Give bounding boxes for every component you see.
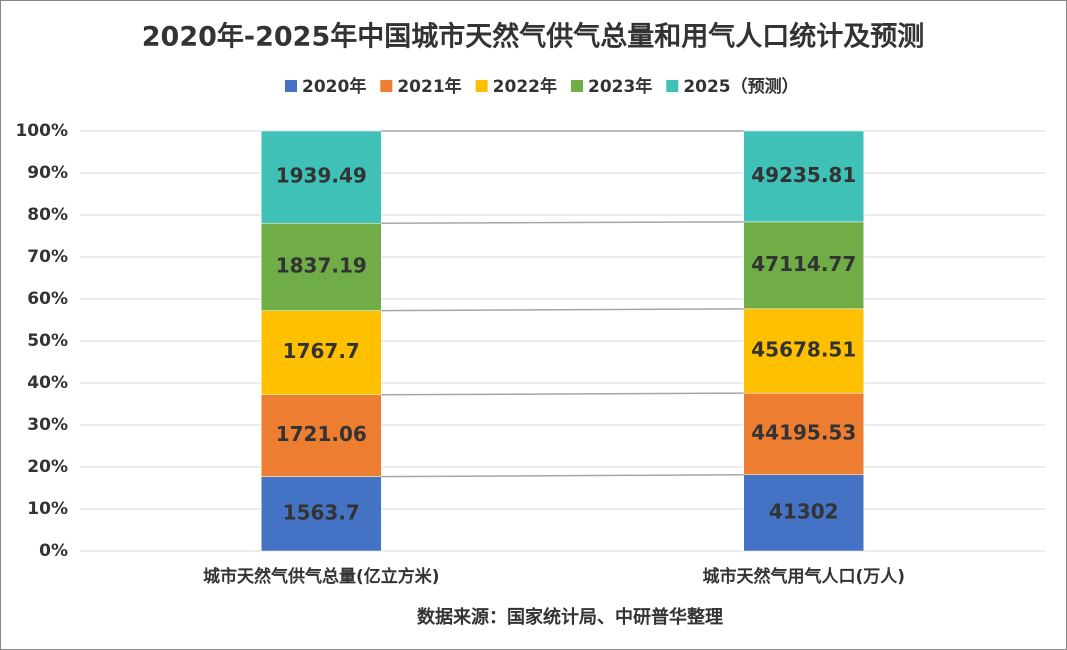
legend-swatch (666, 80, 679, 92)
x-tick-label: 城市天然气供气总量(亿立方米) (203, 566, 440, 587)
bar-segment (261, 223, 382, 311)
legend-label: 2025（预测） (683, 76, 798, 97)
series-connector (381, 392, 744, 396)
data-label: 41302 (769, 499, 839, 523)
y-tick-label: 70% (27, 247, 68, 267)
y-tick-label: 90% (27, 163, 68, 183)
data-label: 1837.19 (276, 253, 367, 277)
data-label: 1721.06 (276, 422, 367, 446)
bar-segment (743, 221, 864, 310)
data-label: 1767.7 (283, 339, 360, 363)
source-note: 数据来源：国家统计局、中研普华整理 (417, 606, 723, 628)
bar-segment (743, 474, 864, 552)
y-tick-label: 40% (27, 373, 68, 393)
legend-swatch (475, 80, 488, 92)
y-tick-label: 50% (27, 331, 68, 351)
data-label: 1939.49 (276, 164, 367, 188)
bar-segment (743, 308, 864, 394)
legend-label: 2022年 (493, 76, 557, 97)
legend-swatch (380, 80, 393, 92)
bar-segment (261, 130, 382, 224)
y-tick-label: 0% (39, 541, 68, 561)
legend-swatch (570, 80, 583, 92)
bar-segment (261, 310, 382, 395)
legend: 2020年 2021年 2022年 2023年 2025（预测） (285, 76, 799, 97)
y-tick-label: 80% (27, 205, 68, 225)
legend-label: 2020年 (302, 76, 366, 97)
bar-segment (743, 392, 864, 476)
y-tick-label: 60% (27, 289, 68, 309)
series-connector (381, 308, 744, 312)
data-label: 44195.53 (751, 420, 856, 444)
y-tick-label: 100% (15, 121, 68, 141)
y-tick-label: 30% (27, 415, 68, 435)
chart-title: 2020年-2025年中国城市天然气供气总量和用气人口统计及预测 (142, 21, 925, 53)
y-tick-label: 20% (27, 457, 68, 477)
bar-segment (261, 394, 382, 477)
legend-label: 2023年 (588, 76, 652, 97)
bar-segment (743, 130, 864, 223)
y-tick-label: 10% (27, 499, 68, 519)
data-label: 1563.7 (283, 500, 360, 524)
bar-segment (261, 476, 382, 552)
legend-label: 2021年 (397, 76, 461, 97)
legend-swatch (285, 80, 297, 92)
data-label: 45678.51 (751, 338, 856, 362)
series-connector (381, 474, 744, 478)
data-label: 49235.81 (751, 163, 856, 187)
series-connector (381, 221, 744, 225)
data-label: 47114.77 (751, 252, 856, 276)
x-tick-label: 城市天然气用气人口(万人) (702, 566, 905, 587)
